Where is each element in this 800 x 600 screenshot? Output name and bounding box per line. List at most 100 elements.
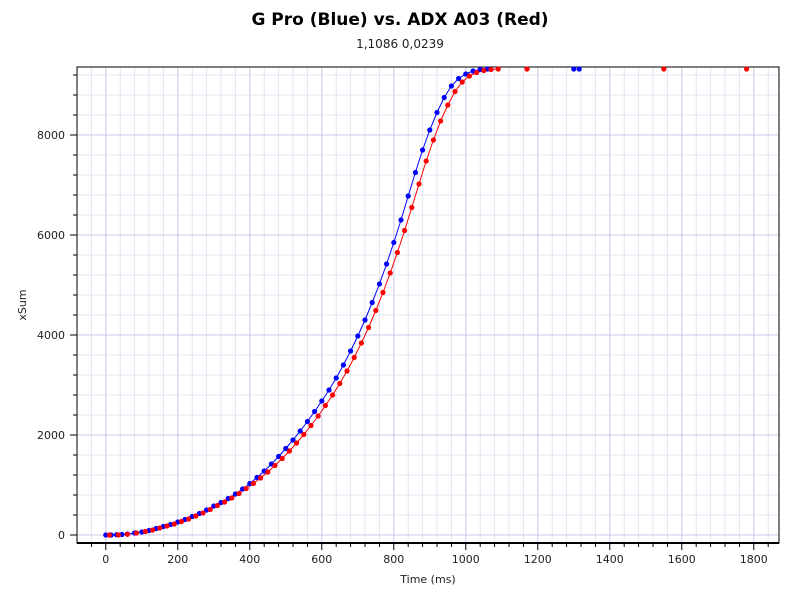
- data-point: [337, 380, 343, 387]
- data-point: [133, 530, 139, 536]
- x-tick-label: 1800: [740, 553, 768, 566]
- y-axis-label: xSum: [16, 289, 29, 320]
- data-point: [355, 333, 361, 339]
- data-point: [384, 261, 390, 267]
- x-tick-label: 600: [311, 553, 332, 566]
- data-point: [207, 506, 213, 513]
- x-tick-label: 0: [102, 553, 109, 566]
- data-point: [398, 217, 404, 223]
- data-point: [481, 67, 487, 74]
- x-axis-label: Time (ms): [399, 573, 455, 586]
- data-point: [250, 480, 256, 487]
- x-tick-label: 1600: [668, 553, 696, 566]
- data-point: [576, 66, 582, 72]
- data-point: [286, 448, 292, 454]
- data-point: [222, 499, 228, 505]
- marks: [103, 66, 750, 538]
- data-point: [427, 127, 433, 133]
- data-point: [157, 525, 163, 531]
- data-point: [178, 518, 184, 525]
- data-point: [301, 431, 307, 438]
- data-point: [362, 317, 368, 323]
- data-point: [115, 532, 121, 538]
- data-point: [488, 66, 494, 73]
- data-point: [103, 532, 109, 538]
- x-tick-label: 1400: [596, 553, 624, 566]
- data-point: [434, 109, 440, 116]
- data-point: [265, 469, 271, 475]
- data-point: [387, 270, 393, 276]
- data-point: [445, 102, 451, 108]
- data-point: [294, 440, 300, 446]
- data-point: [441, 94, 447, 101]
- axes: 0 200 400 600 800 1000 1200 1400 1600 1800 0 2000 40…: [37, 66, 780, 566]
- data-point: [348, 348, 354, 354]
- data-point: [744, 66, 750, 72]
- data-point: [438, 118, 444, 124]
- grid: [77, 67, 779, 543]
- data-point: [344, 368, 350, 374]
- data-point: [124, 531, 130, 537]
- data-point: [369, 299, 375, 306]
- data-point: [430, 137, 436, 143]
- data-point: [423, 158, 429, 164]
- data-point: [193, 513, 199, 519]
- data-point: [297, 428, 303, 434]
- data-point: [200, 510, 206, 516]
- data-point: [106, 532, 112, 538]
- data-point: [402, 227, 408, 234]
- x-tick-label: 800: [383, 553, 404, 566]
- data-point: [358, 340, 364, 346]
- data-point: [412, 169, 418, 176]
- x-tick-label: 400: [239, 553, 260, 566]
- data-point: [322, 402, 328, 409]
- data-point: [279, 455, 285, 462]
- data-point: [416, 181, 422, 187]
- data-point: [330, 392, 336, 398]
- data-point: [142, 528, 148, 535]
- data-point: [304, 418, 310, 425]
- data-point: [571, 66, 577, 72]
- data-point: [333, 375, 339, 381]
- data-point: [459, 79, 465, 85]
- data-point: [474, 69, 480, 76]
- data-point: [456, 75, 462, 82]
- x-tick-label: 1000: [452, 553, 480, 566]
- data-point: [164, 523, 170, 529]
- data-point: [524, 66, 530, 72]
- data-point: [448, 83, 454, 89]
- data-point: [495, 66, 501, 72]
- data-point: [661, 66, 667, 72]
- data-point: [229, 495, 235, 501]
- y-tick-label: 8000: [37, 129, 65, 142]
- data-point: [340, 362, 346, 368]
- data-point: [236, 490, 242, 497]
- chart-title: G Pro (Blue) vs. ADX A03 (Red): [251, 10, 549, 30]
- data-point: [452, 88, 458, 95]
- data-point: [394, 249, 400, 256]
- data-point: [171, 521, 177, 527]
- y-tick-label: 4000: [37, 329, 65, 342]
- y-tick-label: 2000: [37, 429, 65, 442]
- data-point: [272, 462, 278, 469]
- data-point: [290, 437, 296, 443]
- data-point: [376, 281, 382, 287]
- data-point: [351, 354, 357, 361]
- data-point: [315, 413, 321, 419]
- data-point: [366, 324, 372, 331]
- data-point: [247, 480, 253, 487]
- data-point: [373, 307, 379, 314]
- data-point: [380, 289, 386, 296]
- data-point: [186, 516, 192, 522]
- data-point: [409, 204, 415, 211]
- plot-area: [77, 67, 779, 543]
- data-point: [308, 422, 314, 429]
- x-tick-label: 1200: [524, 553, 552, 566]
- data-point: [319, 398, 325, 404]
- chart-subtitle: 1,1086 0,0239: [356, 37, 444, 51]
- data-point: [150, 527, 156, 533]
- y-tick-label: 0: [58, 529, 65, 542]
- data-point: [214, 502, 220, 509]
- data-point: [391, 239, 397, 246]
